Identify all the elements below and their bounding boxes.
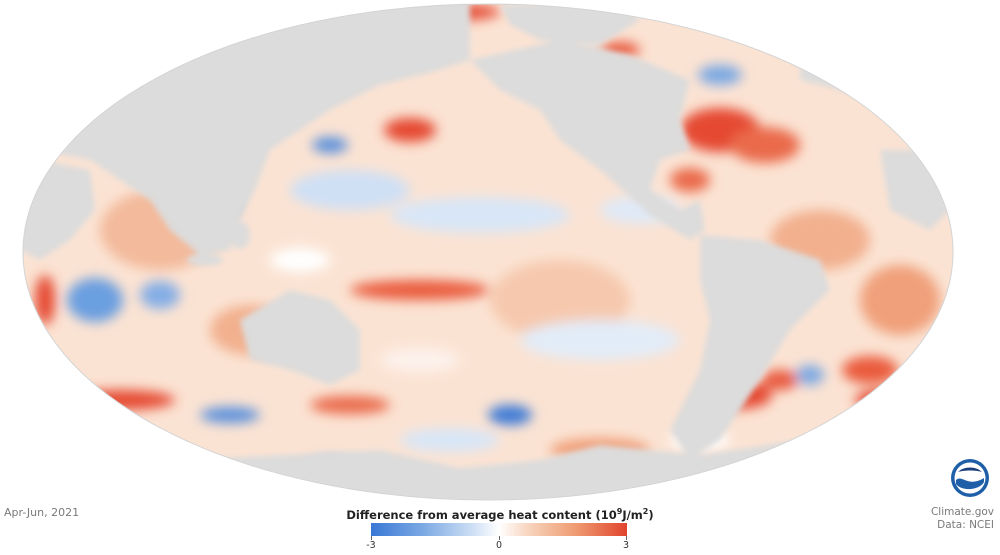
world-map	[22, 3, 954, 501]
legend-tick-max	[626, 536, 627, 540]
legend-title-exponent-1: 9	[616, 507, 623, 516]
credit-data: Data: NCEI	[937, 519, 994, 531]
legend-title-exponent-2: 2	[642, 507, 649, 516]
globe-outline	[22, 3, 954, 501]
legend-title: Difference from average heat content (10…	[340, 507, 660, 522]
legend-tick-mid	[499, 536, 500, 540]
legend-title-suffix: )	[648, 507, 654, 522]
legend-max-label: 3	[622, 540, 630, 551]
legend-tick-min	[371, 536, 372, 540]
legend-title-mid: J/m	[622, 507, 643, 522]
legend-min-label: -3	[366, 540, 376, 551]
legend-mid-label: 0	[495, 540, 503, 551]
legend-title-prefix: Difference from average heat content (10	[346, 507, 617, 522]
heat-content-map	[22, 3, 954, 501]
date-label: Apr-Jun, 2021	[4, 506, 80, 519]
credit-block: Climate.gov Data: NCEI	[931, 506, 994, 532]
legend-color-bar	[371, 523, 627, 536]
credit-source: Climate.gov	[930, 506, 994, 518]
noaa-logo-icon	[951, 459, 989, 497]
